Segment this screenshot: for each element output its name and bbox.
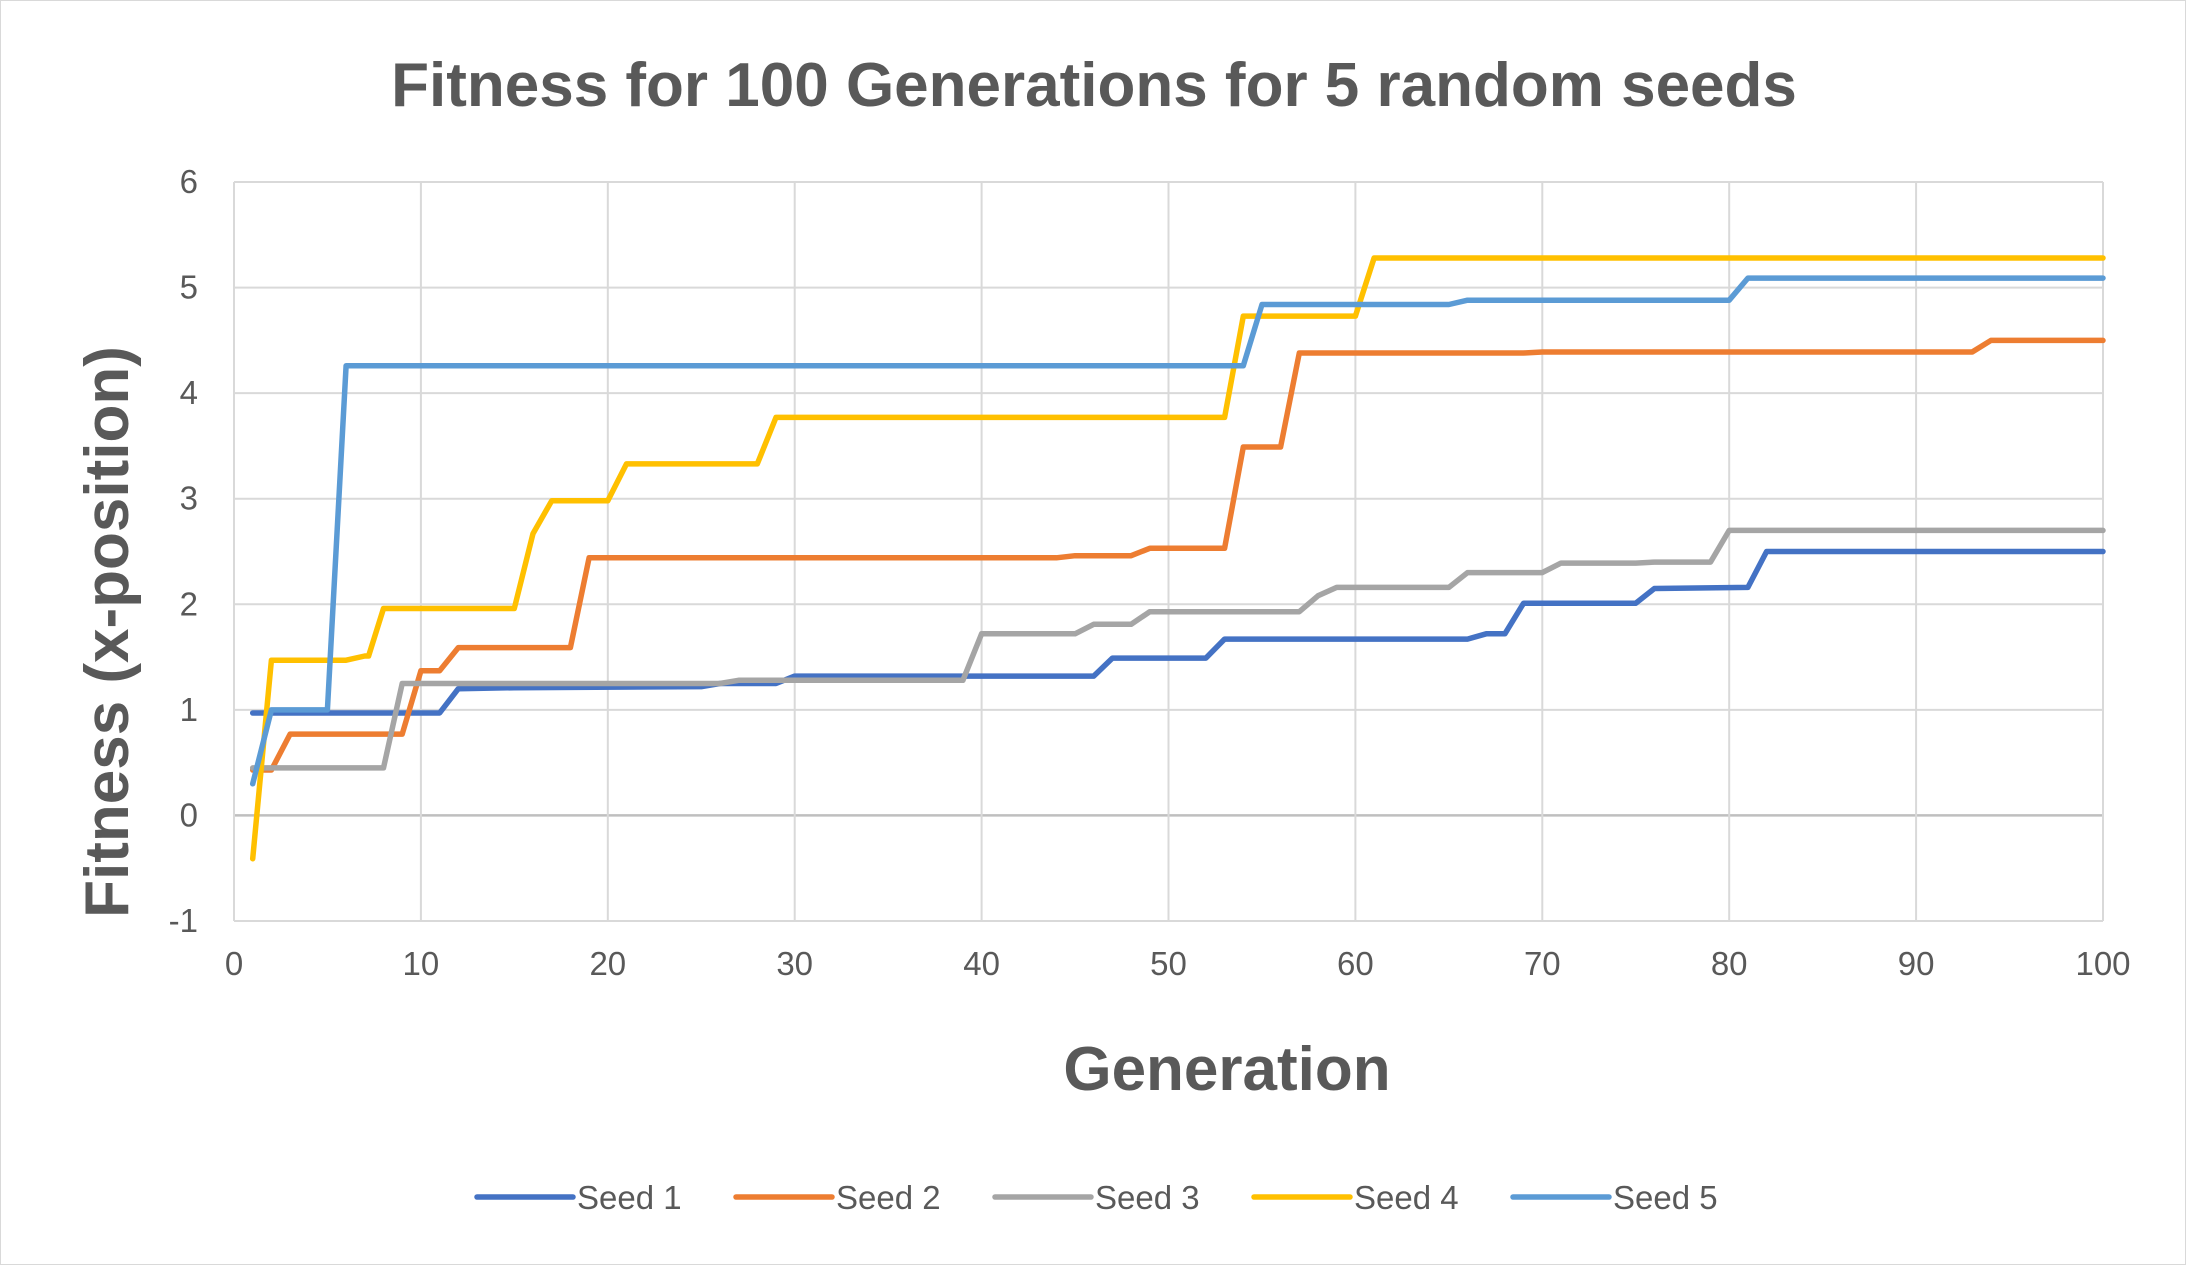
x-tick-label: 80 xyxy=(1711,945,1748,982)
x-tick-label: 10 xyxy=(403,945,440,982)
x-tick-label: 70 xyxy=(1524,945,1561,982)
x-tick-label: 0 xyxy=(225,945,243,982)
chart-title: Fitness for 100 Generations for 5 random… xyxy=(391,51,1797,120)
legend-label-seed-2: Seed 2 xyxy=(836,1179,941,1216)
x-tick-label: 40 xyxy=(963,945,1000,982)
series-line-seed-4 xyxy=(249,255,2106,862)
x-tick-label: 30 xyxy=(776,945,813,982)
y-tick-label: 2 xyxy=(180,585,198,622)
legend-label-seed-4: Seed 4 xyxy=(1354,1179,1459,1216)
x-axis-title: Generation xyxy=(1063,1035,1390,1104)
x-tick-label: 60 xyxy=(1337,945,1374,982)
series-line-seed-1 xyxy=(249,548,2106,716)
y-tick-label: 0 xyxy=(180,796,198,833)
legend: Seed 1 Seed 2 Seed 3 Seed 4 Seed 5 xyxy=(474,1179,1718,1216)
y-axis-title: Fitness (x-position) xyxy=(73,346,142,918)
legend-label-seed-5: Seed 5 xyxy=(1613,1179,1718,1216)
x-tick-label: 90 xyxy=(1898,945,1935,982)
legend-label-seed-1: Seed 1 xyxy=(577,1179,682,1216)
series-line-seed-2 xyxy=(249,337,2106,773)
legend-label-seed-3: Seed 3 xyxy=(1095,1179,1200,1216)
y-tick-label: 3 xyxy=(180,480,198,517)
y-tick-label: 6 xyxy=(180,163,198,200)
x-tick-label: 20 xyxy=(589,945,626,982)
series-layer xyxy=(249,255,2106,862)
series-line-seed-3 xyxy=(249,527,2106,771)
y-tick-label: 4 xyxy=(180,374,198,411)
x-tick-label: 100 xyxy=(2075,945,2130,982)
series-line-seed-5 xyxy=(249,275,2106,787)
x-tick-label: 50 xyxy=(1150,945,1187,982)
y-tick-label: -1 xyxy=(169,902,198,939)
y-tick-label: 5 xyxy=(180,269,198,306)
y-tick-label: 1 xyxy=(180,691,198,728)
